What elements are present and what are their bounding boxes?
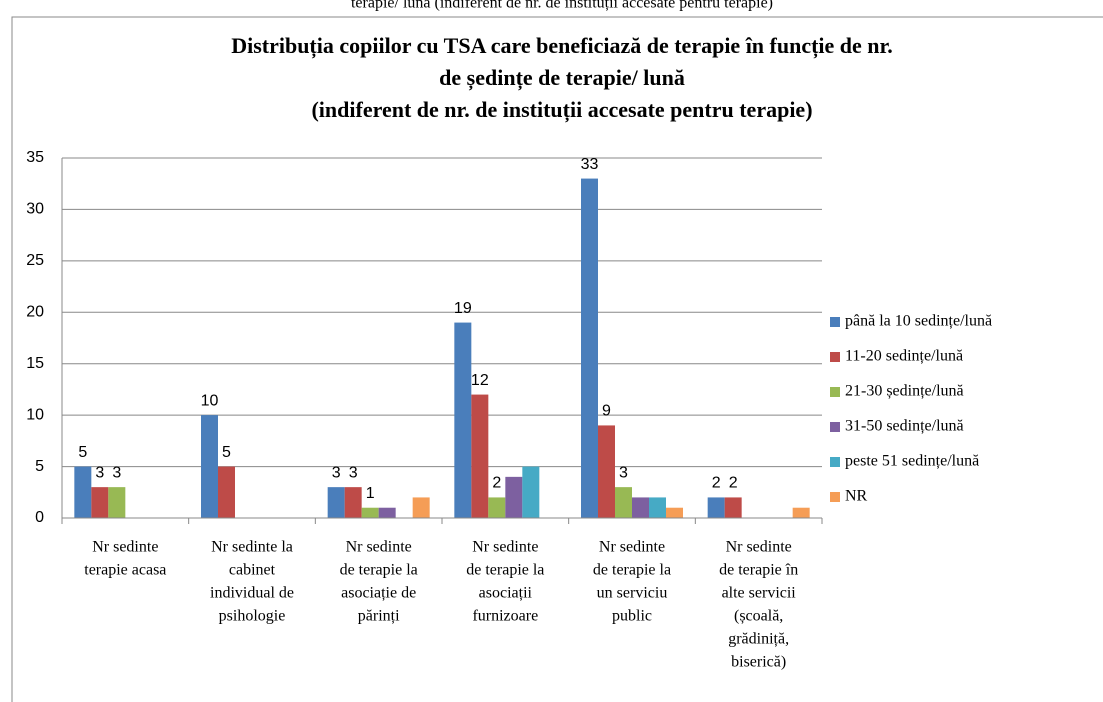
bar (412, 497, 430, 518)
bar (505, 476, 523, 518)
x-tick-label: public (612, 608, 652, 625)
data-label: 5 (78, 444, 87, 461)
bar (581, 178, 598, 519)
x-tick-label: Nr sedinte (726, 539, 792, 556)
legend-label: 21-30 ședințe/lună (845, 383, 964, 400)
x-tick-label: Nr sedinte (92, 539, 158, 556)
y-tick-label: 0 (35, 509, 44, 526)
legend-swatch (830, 422, 840, 432)
y-tick-label: 25 (26, 252, 44, 269)
caption: terapie/ lună (indiferent de nr. de inst… (351, 0, 773, 12)
x-tick-label: Nr sedinte (599, 539, 665, 556)
legend-swatch (830, 317, 840, 327)
data-label: 10 (201, 392, 219, 409)
x-tick-label: Nr sedinte (472, 539, 538, 556)
y-tick-label: 35 (26, 149, 44, 166)
x-tick-label: psihologie (219, 608, 286, 625)
y-tick-label: 20 (26, 304, 44, 321)
bar (74, 466, 92, 518)
data-label: 2 (729, 475, 738, 492)
data-label: 3 (112, 464, 121, 481)
bar (488, 497, 506, 518)
bar (471, 394, 489, 518)
data-label: 2 (492, 475, 501, 492)
bar (454, 322, 472, 518)
data-label: 3 (619, 464, 628, 481)
x-tick-label: terapie acasa (84, 562, 166, 579)
bar (707, 497, 725, 518)
bar (344, 487, 362, 518)
x-tick-label: (școală, (734, 608, 783, 625)
y-tick-label: 10 (26, 406, 44, 423)
bar (666, 507, 683, 518)
x-tick-label: alte servicii (722, 585, 797, 602)
bar (108, 487, 126, 518)
data-label: 3 (95, 464, 104, 481)
y-tick-label: 5 (35, 458, 44, 475)
data-label: 5 (222, 444, 231, 461)
bar (91, 487, 109, 518)
x-tick-label: părinți (358, 608, 400, 625)
bar (632, 497, 649, 518)
legend-label: NR (845, 488, 868, 505)
chart-title: (indiferent de nr. de instituții accesat… (311, 97, 812, 123)
x-tick-label: Nr sedinte (346, 539, 412, 556)
legend-label: 31-50 sedințe/lună (845, 418, 964, 435)
bar (327, 487, 345, 518)
x-tick-label: de terapie în (719, 562, 798, 579)
data-label: 33 (581, 156, 599, 173)
legend-label: 11-20 sedințe/lună (845, 348, 963, 365)
bar (218, 466, 235, 518)
x-tick-label: un serviciu (597, 585, 668, 602)
x-tick-label: grădiniță, (728, 631, 789, 648)
bar (598, 425, 615, 518)
x-tick-label: biserică) (731, 654, 786, 671)
data-label: 3 (349, 464, 358, 481)
bar (522, 466, 540, 518)
bar (201, 415, 218, 518)
x-tick-label: asociație de (341, 585, 416, 602)
x-tick-label: asociații (479, 585, 533, 602)
legend-label: până la 10 sedințe/lună (845, 313, 992, 330)
legend-swatch (830, 352, 840, 362)
x-tick-label: de terapie la (466, 562, 544, 579)
legend-swatch (830, 492, 840, 502)
legend-label: peste 51 sedințe/lună (845, 453, 979, 470)
bar (361, 507, 379, 518)
bar (649, 497, 666, 518)
x-tick-label: cabinet (229, 562, 276, 579)
legend-swatch (830, 387, 840, 397)
x-tick-label: de terapie la (593, 562, 671, 579)
chart-title: de ședințe de terapie/ lună (439, 65, 685, 91)
chart-frame (11, 16, 1103, 702)
bar (792, 507, 810, 518)
data-label: 2 (712, 475, 721, 492)
chart-title: Distribuția copiilor cu TSA care benefic… (231, 33, 893, 59)
data-label: 19 (454, 300, 472, 317)
bar (378, 507, 396, 518)
data-label: 12 (471, 372, 489, 389)
data-label: 3 (332, 464, 341, 481)
y-tick-label: 15 (26, 355, 44, 372)
legend-swatch (830, 457, 840, 467)
y-tick-label: 30 (26, 201, 44, 218)
bar (724, 497, 742, 518)
x-tick-label: Nr sedinte la (211, 539, 293, 556)
bar (615, 487, 632, 518)
data-label: 1 (366, 485, 375, 502)
x-tick-label: de terapie la (340, 562, 418, 579)
x-tick-label: individual de (210, 585, 294, 602)
x-tick-label: furnizoare (472, 608, 538, 625)
data-label: 9 (602, 403, 611, 420)
